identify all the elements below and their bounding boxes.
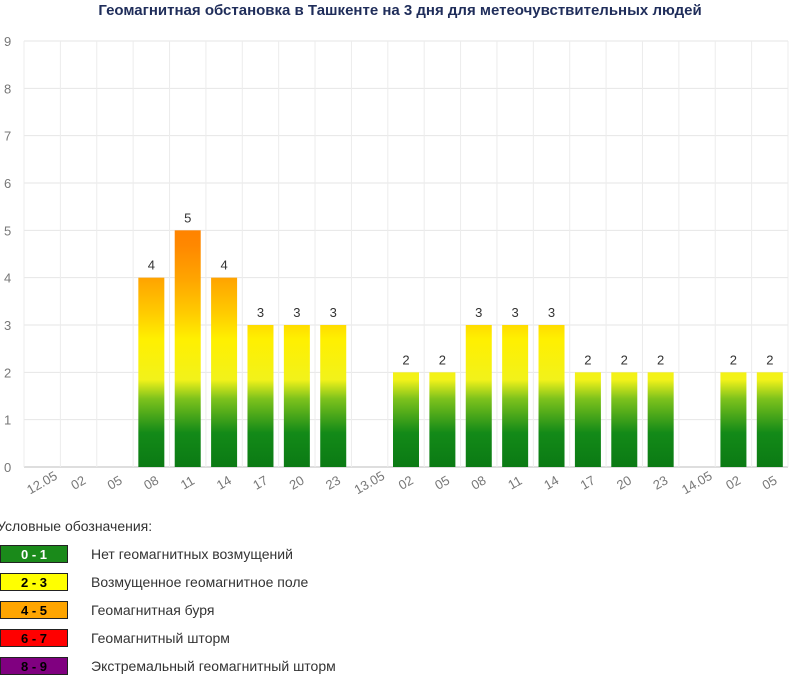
x-tick-label: 23 (650, 472, 670, 492)
x-tick-label: 05 (760, 472, 780, 492)
y-tick-label: 8 (4, 81, 11, 96)
bar (720, 372, 747, 467)
legend-label: Возмущенное геомагнитное поле (91, 574, 309, 590)
x-tick-label: 11 (178, 473, 197, 493)
x-tick-label: 12.05 (24, 468, 60, 497)
bar-value-label: 2 (766, 352, 773, 367)
legend-swatch: 0 - 1 (0, 545, 68, 563)
x-tick-label: 08 (141, 472, 161, 492)
bar-value-label: 2 (439, 352, 446, 367)
legend-label: Нет геомагнитных возмущений (91, 546, 293, 562)
x-tick-label: 20 (287, 472, 307, 492)
y-tick-label: 4 (4, 271, 11, 286)
bar (393, 372, 419, 467)
bar-value-label: 2 (584, 352, 591, 367)
bar-value-label: 5 (184, 210, 191, 225)
x-tick-label: 13.05 (352, 468, 388, 497)
x-tick-label: 11 (505, 473, 524, 493)
bar (320, 325, 347, 467)
bar-value-label: 4 (148, 258, 155, 273)
y-tick-label: 2 (4, 365, 11, 380)
x-tick-label: 23 (323, 472, 343, 492)
x-tick-label: 02 (68, 472, 88, 492)
bar-value-label: 3 (330, 305, 337, 320)
grid (23, 40, 789, 468)
bar-value-label: 2 (621, 352, 628, 367)
x-tick-label: 05 (432, 472, 452, 492)
x-tick-label: 14.05 (679, 468, 715, 497)
bar (756, 372, 783, 467)
bar-value-label: 2 (402, 352, 409, 367)
legend-swatch: 4 - 5 (0, 601, 68, 619)
bar (283, 325, 310, 467)
bar-value-label: 2 (657, 352, 664, 367)
y-tick-label: 7 (4, 129, 11, 144)
bar-value-label: 3 (548, 305, 555, 320)
bar (647, 372, 674, 467)
bar (138, 277, 165, 467)
legend-label: Геомагнитная буря (91, 602, 215, 618)
bars (138, 230, 783, 467)
x-tick-label: 14 (214, 472, 234, 492)
bar-value-label: 3 (293, 305, 300, 320)
legend-swatch: 2 - 3 (0, 573, 68, 591)
bar-value-label: 3 (512, 305, 519, 320)
x-tick-label: 17 (578, 472, 598, 492)
bar-value-label: 2 (730, 352, 737, 367)
y-tick-label: 6 (4, 176, 11, 191)
legend-label: Геомагнитный шторм (91, 630, 230, 646)
bar (574, 372, 601, 467)
bar (611, 372, 638, 467)
y-tick-label: 9 (4, 34, 11, 49)
legend-label: Экстремальный геомагнитный шторм (91, 658, 336, 674)
y-tick-label: 3 (4, 318, 11, 333)
x-tick-label: 14 (541, 472, 561, 492)
legend-swatch: 8 - 9 (0, 657, 68, 675)
bar (174, 230, 201, 467)
bar (247, 325, 274, 467)
x-tick-label: 02 (723, 472, 743, 492)
bar (465, 325, 492, 467)
x-tick-label: 05 (105, 472, 125, 492)
y-tick-label: 0 (4, 460, 11, 475)
bar (429, 372, 456, 467)
x-tick-label: 17 (250, 472, 270, 492)
bar-value-label: 3 (475, 305, 482, 320)
legend-swatch: 6 - 7 (0, 629, 68, 647)
x-tick-label: 02 (396, 472, 416, 492)
bar-value-label: 4 (220, 258, 227, 273)
y-tick-label: 5 (4, 223, 11, 238)
bar (502, 325, 529, 467)
bar-value-label: 3 (257, 305, 264, 320)
chart-title: Геомагнитная обстановка в Ташкенте на 3 … (98, 2, 702, 19)
bar (538, 325, 565, 467)
x-tick-label: 20 (614, 472, 634, 492)
x-tick-label: 08 (468, 472, 488, 492)
y-tick-label: 1 (4, 413, 11, 428)
legend-title: Условные обозначения: (0, 518, 153, 534)
bar (211, 277, 238, 467)
